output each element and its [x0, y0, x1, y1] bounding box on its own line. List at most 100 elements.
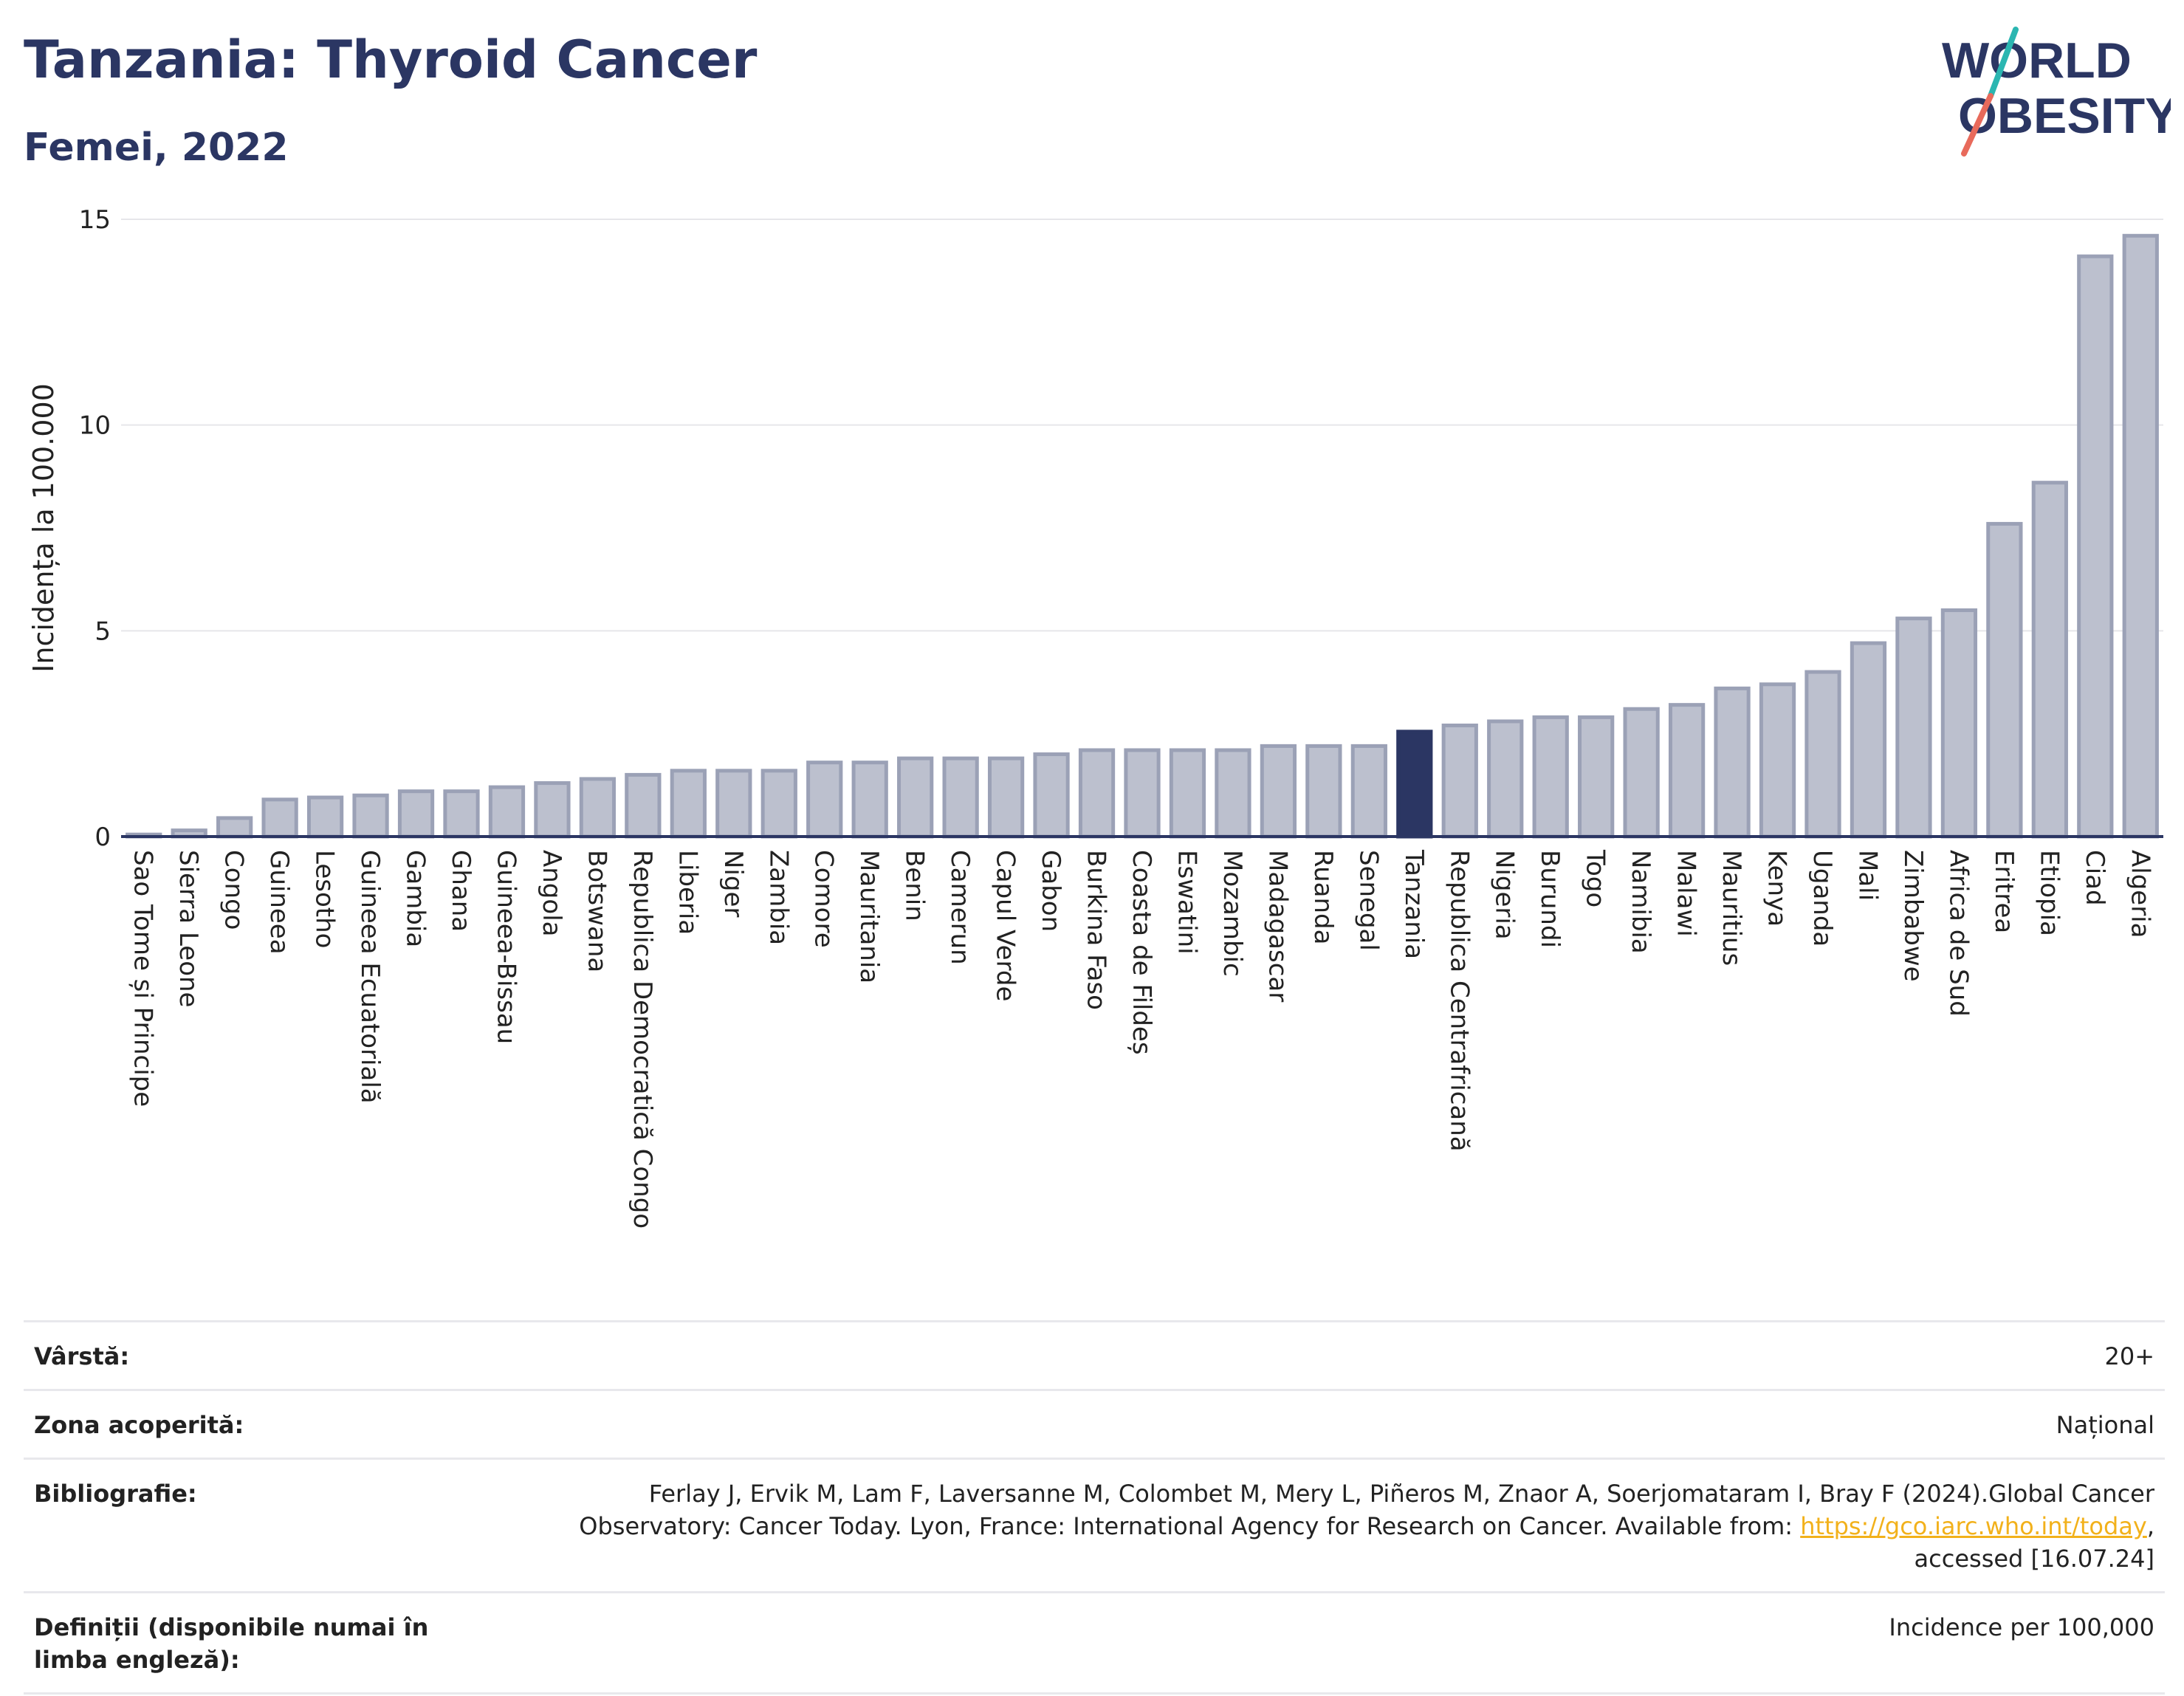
bar — [1668, 703, 1706, 839]
bar — [1623, 707, 1660, 839]
bibliography-text: Ferlay J, Ervik M, Lam F, Laversanne M, … — [579, 1480, 2154, 1540]
x-tick-label: Kenya — [1762, 850, 1792, 927]
x-tick-label: Botswana — [582, 850, 611, 972]
logo-line2: OBESITY — [1958, 88, 2171, 144]
bar — [488, 785, 526, 839]
x-tick-label: Sao Tome și Principe — [128, 850, 158, 1107]
bar — [1260, 744, 1297, 839]
bar — [1305, 744, 1342, 839]
bar — [715, 769, 752, 839]
coverage-label: Zona acoperită: — [34, 1411, 244, 1439]
x-tick-label: Guineea-Bissau — [491, 850, 521, 1044]
bar — [1350, 744, 1387, 839]
bar — [1986, 521, 2023, 839]
bar — [760, 769, 797, 839]
x-tick-label: Burundi — [1535, 850, 1565, 948]
x-tick-label: Liberia — [673, 850, 702, 935]
bar — [806, 761, 843, 839]
coverage-value: Național — [2056, 1411, 2154, 1439]
x-tick-label: Senegal — [1353, 850, 1383, 951]
meta-row-definitions: Definiții (disponibile numai în limba en… — [24, 1591, 2165, 1695]
metadata-table: Vârstă: 20+ Zona acoperită: Național Bib… — [24, 1320, 2165, 1695]
bar — [1215, 748, 1251, 839]
bar — [1078, 748, 1116, 839]
bar — [670, 769, 707, 839]
bar — [2031, 481, 2068, 839]
x-tick-label: Madagascar — [1263, 850, 1292, 1002]
x-tick-label: Mauritania — [854, 850, 884, 983]
bar — [1169, 748, 1206, 839]
bar — [1578, 715, 1615, 839]
y-tick-label: 5 — [95, 617, 111, 646]
bar — [306, 795, 344, 839]
bar — [1532, 715, 1569, 839]
x-tick-label: Republica Centrafricană — [1444, 850, 1474, 1152]
bar — [1441, 724, 1478, 839]
world-obesity-logo: WORLD OBESITY — [1942, 27, 2171, 157]
bibliography-label: Bibliografie: — [34, 1480, 197, 1508]
bibliography-link[interactable]: https://gco.iarc.who.int/today — [1800, 1512, 2147, 1540]
bar — [851, 761, 888, 839]
x-tick-label: Gabon — [1036, 850, 1065, 932]
bar-highlight — [1396, 729, 1433, 839]
bar — [352, 793, 389, 839]
bar — [1124, 748, 1161, 839]
logo-line1: WORLD — [1942, 32, 2132, 89]
x-tick-label: Eritrea — [1989, 850, 2019, 933]
x-tick-label: Gambia — [401, 850, 430, 947]
x-tick-label: Mali — [1852, 850, 1882, 901]
x-tick-label: Camerun — [945, 850, 975, 965]
bibliography-value: Ferlay J, Ervik M, Lam F, Laversanne M, … — [567, 1477, 2154, 1575]
definitions-label: Definiții (disponibile numai în limba en… — [34, 1613, 429, 1674]
x-tick-label: Benin — [900, 850, 930, 921]
bar — [1804, 670, 1841, 839]
x-tick-label: Zimbabwe — [1898, 850, 1928, 982]
x-tick-label: Lesotho — [310, 850, 340, 948]
bar — [2122, 233, 2159, 839]
bar — [1759, 682, 1796, 839]
x-tick-label: Congo — [219, 850, 249, 930]
bar-chart: 0 5 10 15 Incidența la 100.000 Sao Tome și Pr… — [27, 205, 2163, 1229]
x-tick-label: Eswatini — [1172, 850, 1201, 955]
bar — [987, 756, 1025, 839]
x-tick-label: Guineea — [264, 850, 294, 955]
age-label: Vârstă: — [34, 1342, 130, 1370]
x-tick-label: Burkina Faso — [1082, 850, 1111, 1010]
x-tick-label: Guineea Ecuatorială — [355, 850, 385, 1104]
x-tick-label: Sierra Leone — [174, 850, 203, 1007]
y-tick-label: 0 — [95, 823, 111, 852]
bar — [625, 772, 662, 839]
bibliography-accessed: , accessed [16.07.24] — [1914, 1512, 2154, 1573]
bar — [216, 816, 253, 839]
age-value: 20+ — [2104, 1342, 2154, 1370]
page-subtitle: Femei, 2022 — [24, 126, 289, 170]
x-tick-label: Ruanda — [1308, 850, 1338, 944]
x-tick-label: Mauritius — [1717, 850, 1746, 966]
bar — [1895, 617, 1932, 839]
x-tick-label: Africa de Sud — [1943, 850, 1973, 1017]
x-tick-label: Coasta de Fildeș — [1127, 850, 1156, 1055]
bar — [1487, 719, 1524, 839]
bar — [397, 789, 435, 839]
x-tick-label: Comore — [809, 850, 839, 948]
bar — [579, 777, 617, 839]
x-tick-label: Namibia — [1626, 850, 1655, 954]
x-tick-label: Nigeria — [1490, 850, 1519, 940]
x-tick-label: Etiopia — [2034, 850, 2064, 936]
bar — [1033, 752, 1070, 839]
meta-row-bibliography: Bibliografie: Ferlay J, Ervik M, Lam F, … — [24, 1458, 2165, 1591]
x-tick-label: Ciad — [2080, 850, 2109, 906]
x-tick-label: Angola — [537, 850, 566, 936]
x-tick-label: Niger — [718, 850, 748, 917]
y-tick-label: 15 — [79, 205, 111, 235]
x-tick-label: Tanzania — [1399, 849, 1429, 959]
x-tick-label: Uganda — [1807, 850, 1837, 947]
meta-row-age: Vârstă: 20+ — [24, 1320, 2165, 1389]
bar — [897, 756, 934, 839]
bar — [1850, 641, 1887, 839]
page-title: Tanzania: Thyroid Cancer — [24, 30, 758, 90]
y-tick-label: 10 — [79, 411, 111, 441]
bar — [261, 797, 298, 839]
logo-slash-top — [1988, 27, 2019, 99]
bar — [534, 781, 571, 839]
